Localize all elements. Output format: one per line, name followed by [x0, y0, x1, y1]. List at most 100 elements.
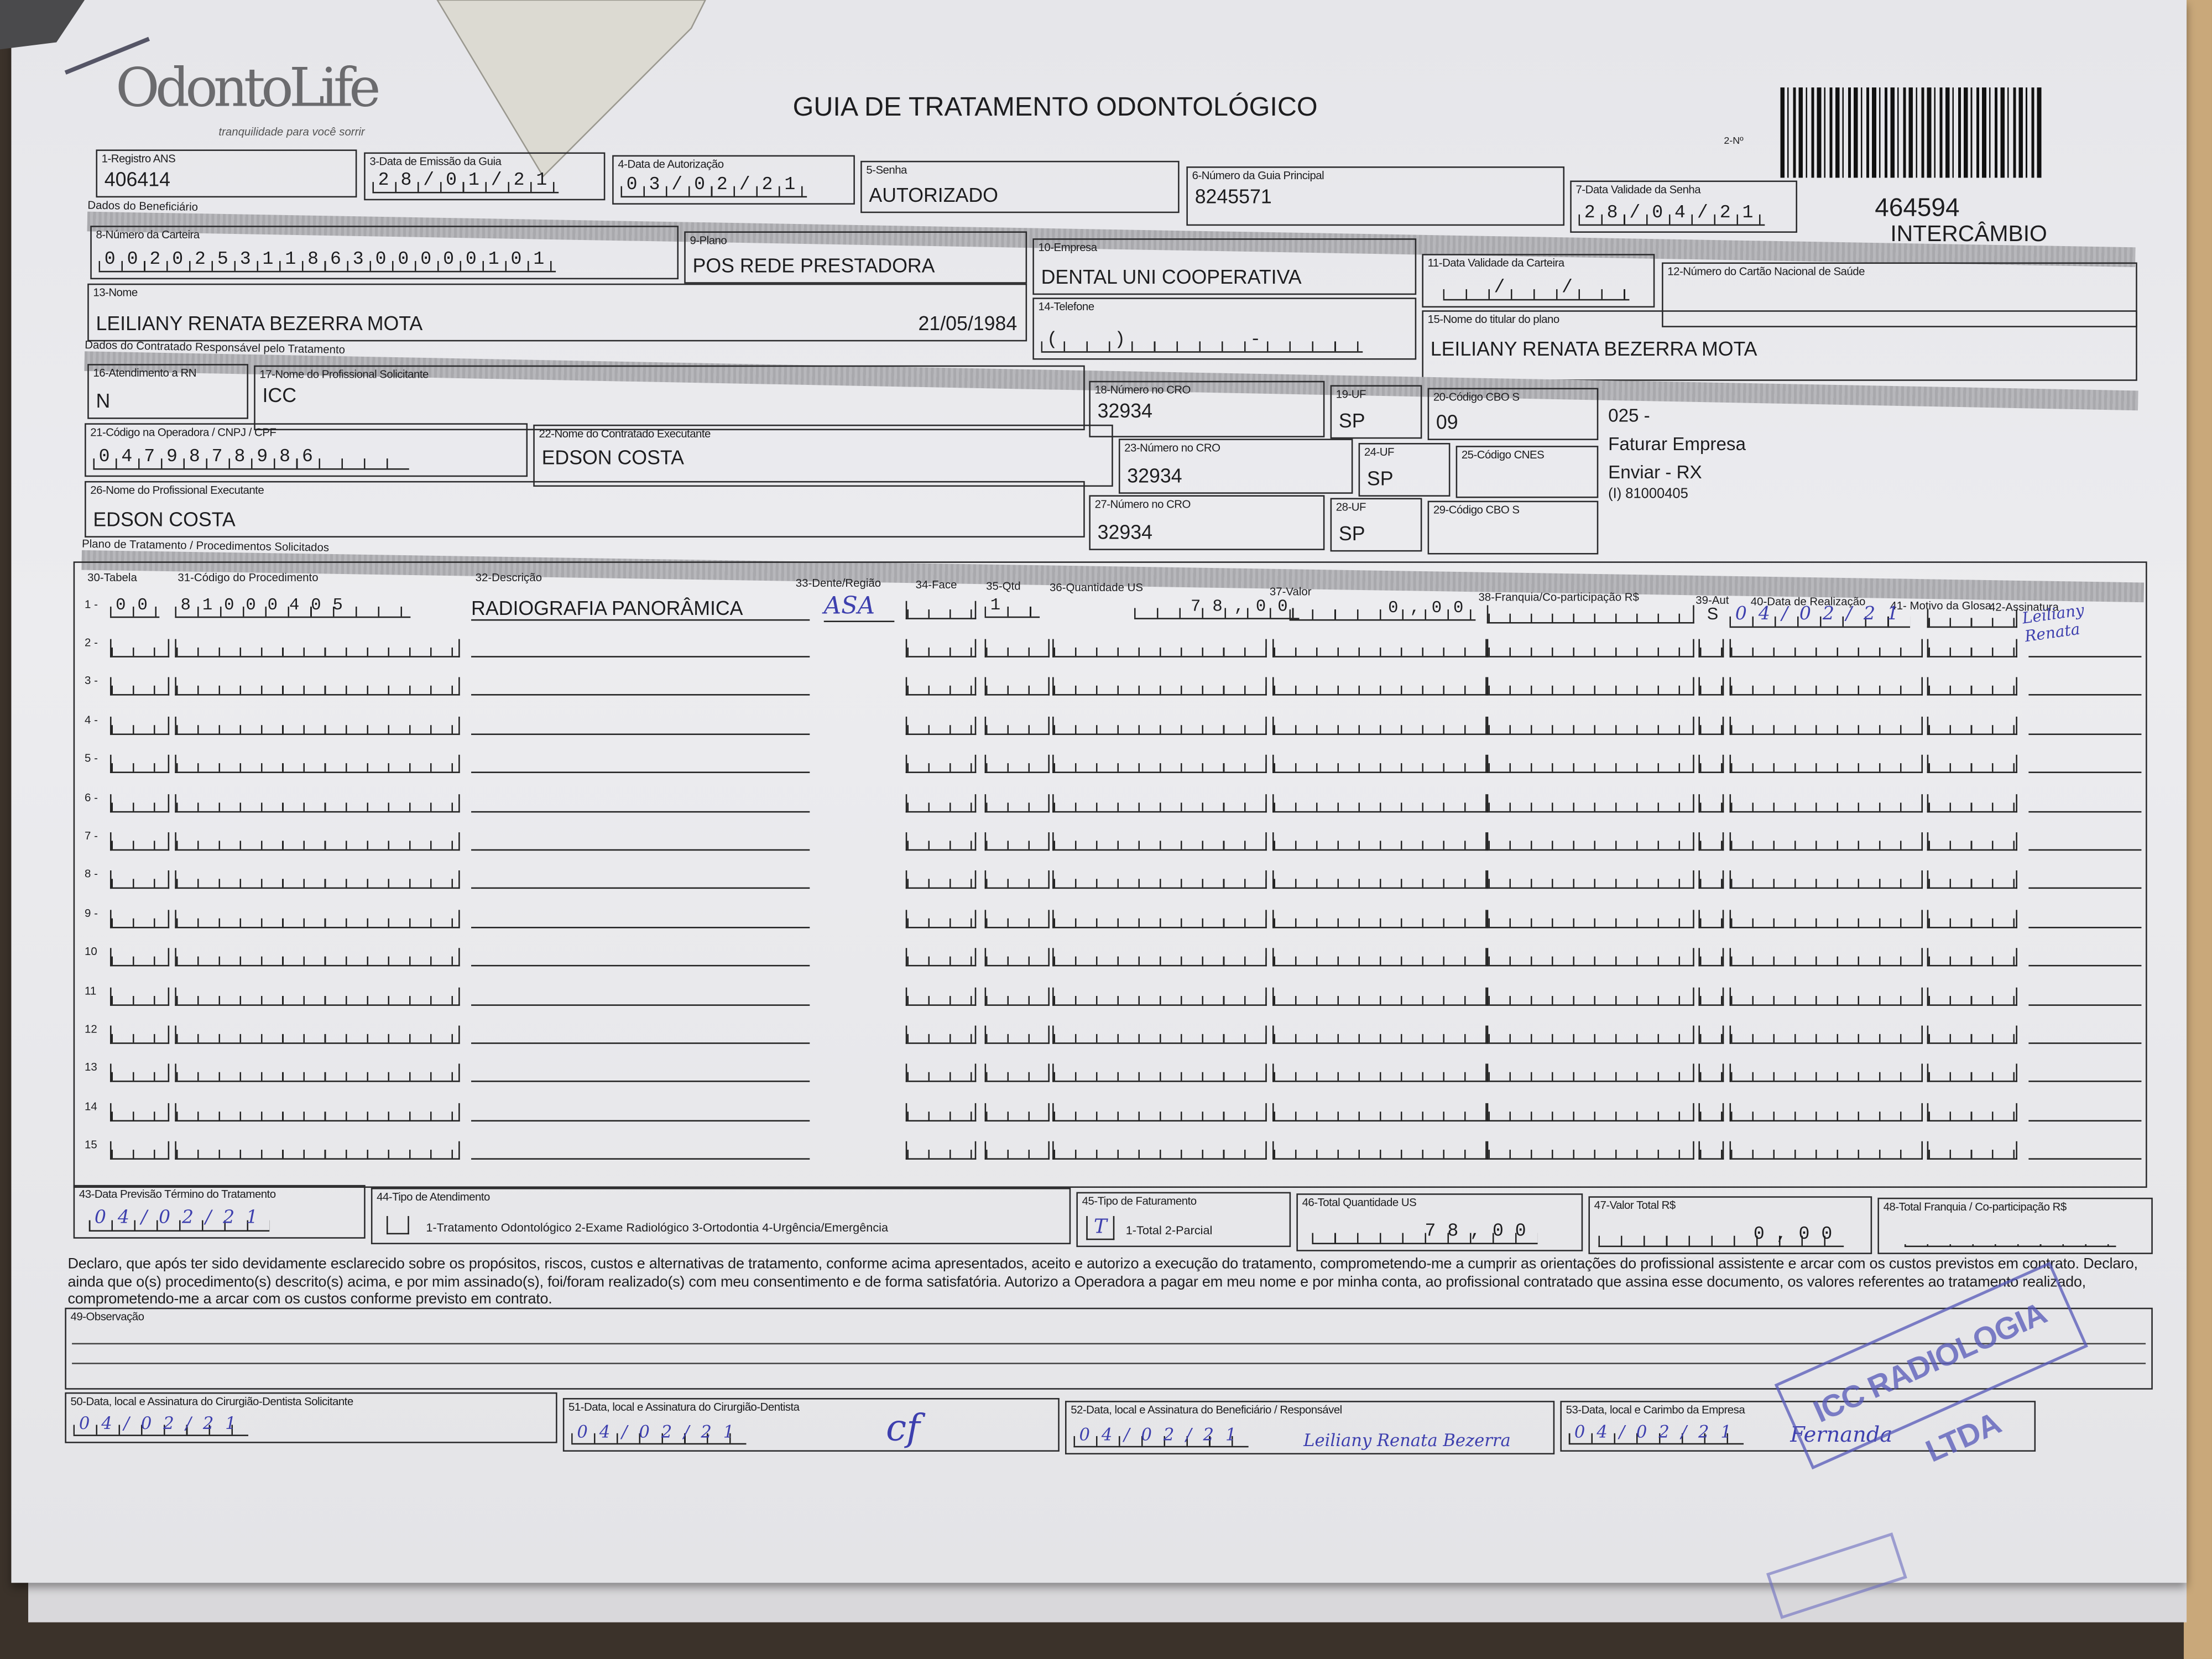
table-cell[interactable]	[1927, 639, 2017, 658]
table-cell[interactable]	[1729, 832, 1923, 851]
field-empresa[interactable]: 10-Empresa DENTAL UNI COOPERATIVA	[1032, 238, 1417, 295]
table-cell[interactable]	[1698, 755, 1724, 774]
table-cell-line[interactable]	[471, 771, 810, 774]
field-uf-profissional[interactable]: 28-UF SP	[1330, 498, 1422, 552]
table-cell-line[interactable]	[2028, 926, 2142, 928]
field-numero-carteira[interactable]: 8-Número da Carteira 00202531186300000101	[90, 226, 679, 280]
table-cell-line[interactable]	[471, 849, 810, 851]
table-cell[interactable]	[1927, 1025, 2017, 1044]
table-cell[interactable]	[984, 1141, 1050, 1160]
table-cell[interactable]	[109, 1025, 170, 1044]
table-cell[interactable]	[1486, 987, 1694, 1005]
table-cell[interactable]	[1698, 987, 1724, 1005]
table-cell[interactable]	[1698, 1103, 1724, 1121]
table-cell[interactable]	[1698, 677, 1724, 696]
table-cell[interactable]	[1698, 794, 1724, 812]
table-cell[interactable]	[109, 716, 170, 735]
table-cell[interactable]	[109, 870, 170, 890]
table-cell[interactable]	[905, 948, 977, 967]
table-cell[interactable]	[1272, 1025, 1487, 1044]
table-cell[interactable]	[1698, 909, 1724, 928]
table-cell-line[interactable]	[2028, 888, 2142, 890]
field-observacao[interactable]: 49-Observação	[65, 1307, 2153, 1390]
field-data-emissao[interactable]: 3-Data de Emissão da Guia 28/01/21	[364, 152, 606, 201]
table-cell[interactable]	[1052, 870, 1267, 890]
table-row[interactable]: 2 -	[76, 633, 2145, 661]
table-cell[interactable]	[1927, 909, 2017, 928]
table-cell[interactable]	[1927, 870, 2017, 890]
table-cell[interactable]	[1486, 832, 1694, 851]
table-cell[interactable]	[1927, 1103, 2017, 1121]
table-cell[interactable]	[175, 716, 460, 735]
table-cell[interactable]	[175, 1064, 460, 1083]
table-cell-line[interactable]	[471, 888, 810, 890]
table-row[interactable]: 8 -	[76, 865, 2145, 894]
cell-franquia[interactable]	[1486, 605, 1694, 624]
table-cell-line[interactable]	[2028, 1081, 2142, 1083]
table-cell[interactable]	[984, 1025, 1050, 1044]
table-cell[interactable]	[984, 987, 1050, 1005]
table-cell[interactable]	[984, 677, 1050, 696]
field-total-quantidade-us[interactable]: 46-Total Quantidade US 78,00	[1296, 1193, 1583, 1251]
field-atendimento-rn[interactable]: 16-Atendimento a RN N	[87, 364, 248, 419]
table-cell[interactable]	[1729, 948, 1923, 967]
signature-beneficiario[interactable]: 52-Data, local e Assinatura do Beneficiá…	[1065, 1401, 1555, 1455]
table-cell[interactable]	[905, 716, 977, 735]
table-cell[interactable]	[1486, 1064, 1694, 1083]
table-cell[interactable]	[1272, 639, 1487, 658]
table-cell[interactable]	[905, 1141, 977, 1160]
tipo-faturamento-checkbox[interactable]: T	[1086, 1215, 1115, 1240]
table-cell[interactable]	[1729, 794, 1923, 812]
table-cell-line[interactable]	[471, 965, 810, 967]
table-cell[interactable]	[1927, 677, 2017, 696]
field-validade-carteira[interactable]: 11-Data Validade da Carteira / /	[1422, 254, 1655, 308]
table-cell[interactable]	[1272, 1141, 1487, 1160]
table-cell[interactable]	[1486, 639, 1694, 658]
table-cell-line[interactable]	[471, 1004, 810, 1005]
table-cell[interactable]	[1052, 948, 1267, 967]
table-cell[interactable]	[1272, 677, 1487, 696]
table-cell[interactable]	[109, 1141, 170, 1160]
table-cell[interactable]	[1486, 870, 1694, 890]
table-cell[interactable]	[1698, 1064, 1724, 1083]
table-cell[interactable]	[175, 677, 460, 696]
table-cell[interactable]	[1052, 1064, 1267, 1083]
table-cell-line[interactable]	[471, 926, 810, 928]
table-cell[interactable]	[1486, 794, 1694, 812]
table-cell[interactable]	[1927, 832, 2017, 851]
table-row[interactable]: 6 -	[76, 788, 2145, 816]
table-cell[interactable]	[984, 832, 1050, 851]
table-cell[interactable]	[1698, 870, 1724, 890]
table-cell-line[interactable]	[2028, 1042, 2142, 1044]
table-cell[interactable]	[1729, 716, 1923, 735]
table-cell[interactable]	[1486, 1141, 1694, 1160]
table-cell[interactable]	[1927, 716, 2017, 735]
table-cell[interactable]	[109, 1064, 170, 1083]
table-cell[interactable]	[109, 1103, 170, 1121]
field-data-autorizacao[interactable]: 4-Data de Autorização 03/02/21	[612, 155, 855, 205]
signature-solicitante[interactable]: 50-Data, local e Assinatura do Cirurgião…	[65, 1392, 557, 1443]
field-validade-senha[interactable]: 7-Data Validade da Senha 28/04/21	[1570, 180, 1797, 233]
table-cell[interactable]	[1052, 794, 1267, 812]
table-cell[interactable]	[905, 639, 977, 658]
table-row[interactable]: 13	[76, 1058, 2145, 1087]
table-cell[interactable]	[1272, 755, 1487, 774]
field-registro-ans[interactable]: 1-Registro ANS 406414	[96, 149, 357, 198]
table-row[interactable]: 11	[76, 981, 2145, 1009]
table-cell-line[interactable]	[2028, 1119, 2142, 1121]
table-cell-line[interactable]	[471, 1042, 810, 1044]
table-cell[interactable]	[905, 909, 977, 928]
field-tipo-faturamento[interactable]: 45-Tipo de Faturamento T 1-Total 2-Parcial	[1076, 1192, 1291, 1248]
field-cbos-profissional[interactable]: 29-Código CBO S	[1427, 500, 1599, 555]
table-cell-line[interactable]	[2028, 733, 2142, 735]
table-cell[interactable]	[1698, 1025, 1724, 1044]
cell-valor[interactable]: 0,00	[1289, 598, 1475, 621]
field-profissional-solicitante[interactable]: 17-Nome do Profissional Solicitante ICC	[254, 365, 1085, 431]
table-row[interactable]: 3 -	[76, 672, 2145, 700]
table-cell[interactable]	[1729, 1064, 1923, 1083]
table-cell[interactable]	[175, 832, 460, 851]
field-contratado-executante[interactable]: 22-Nome do Contratado Executante EDSON CO…	[533, 424, 1113, 487]
table-cell[interactable]	[1052, 909, 1267, 928]
field-profissional-executante[interactable]: 26-Nome do Profissional Executante EDSON …	[85, 481, 1085, 538]
table-cell[interactable]	[1272, 832, 1487, 851]
